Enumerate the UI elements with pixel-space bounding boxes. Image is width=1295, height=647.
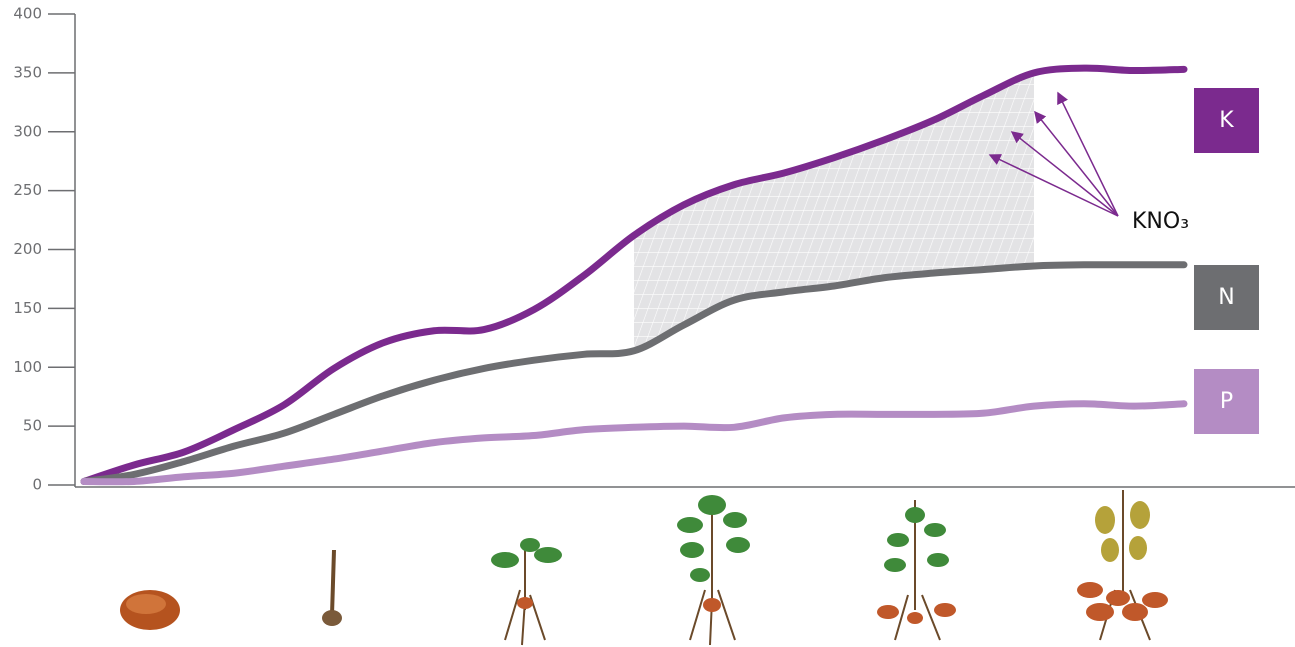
legend-label: N	[1218, 285, 1234, 310]
hatched-area	[634, 72, 1034, 351]
legend-swatch	[1194, 369, 1259, 434]
y-tick-label: 250	[13, 181, 42, 199]
y-tick-label: 300	[13, 122, 42, 140]
y-tick-label: 400	[13, 5, 42, 23]
legend-label: P	[1220, 389, 1233, 414]
y-tick-label: 350	[13, 63, 42, 81]
y-tick-label: 200	[13, 240, 42, 258]
line	[80, 64, 1188, 485]
line	[80, 261, 1188, 485]
y-tick-label: 50	[23, 417, 42, 435]
y-tick-label: 0	[32, 476, 42, 494]
legend-label: K	[1219, 108, 1234, 133]
arrows	[988, 91, 1119, 217]
line	[80, 400, 1188, 486]
y-tick-label: 100	[13, 358, 42, 376]
annotation: KNO₃	[1132, 209, 1189, 234]
growth-stages	[120, 490, 1168, 646]
legend-swatch	[1194, 88, 1259, 153]
y-tick-label: 150	[13, 299, 42, 317]
legend-swatch	[1194, 265, 1259, 330]
